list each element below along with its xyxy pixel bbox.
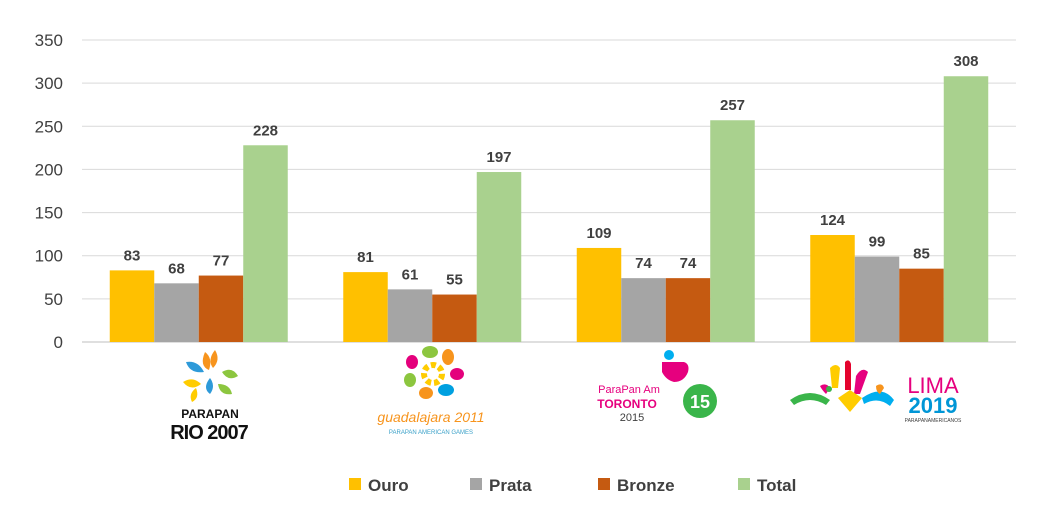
logo-lima-line-2: 2019 [909,393,958,418]
logo-rio-line-1: PARAPAN [181,407,239,421]
bar-prata [387,289,433,342]
logo-guadalajara-line-2: PARAPAN AMERICAN GAMES [389,430,473,436]
logo-rio-line-2: RIO 2007 [170,422,248,444]
bars [109,76,989,343]
bar-bronze [665,278,711,342]
legend-swatch-ouro [349,478,361,490]
data-label-ouro: 109 [586,225,611,242]
lima-figure-emblem-icon [790,360,894,412]
legend-swatch-prata [470,478,482,490]
bar-ouro [109,270,155,342]
y-axis-ticks: 0 50 100 150 200 250 300 350 [35,31,63,352]
logo-toronto-line-1: ParaPan Am [598,384,660,396]
bar-total [710,120,755,342]
bar-bronze [198,275,244,342]
data-label-prata: 99 [869,234,886,251]
bar-total [943,76,989,343]
logo-guadalajara-line-1: guadalajara 2011 [377,409,484,425]
bar-ouro [576,247,622,342]
data-label-bronze: 74 [680,255,697,272]
bar-ouro [810,235,855,342]
y-tick-label: 200 [35,160,63,179]
bar-prata [854,256,900,342]
y-tick-label: 0 [54,333,63,352]
rio-2007-emblem-icon [183,350,238,402]
data-label-bronze: 85 [913,246,930,263]
logo-toronto-line-3: 2015 [620,412,644,424]
lima-2019-logo: LIMA 2019 PARAPANAMERICANOS [790,360,962,424]
data-label-prata: 61 [402,266,419,283]
logo-lima-line-1: LIMA [907,373,959,398]
svg-text:15: 15 [690,392,710,412]
data-label-bronze: 55 [446,272,463,289]
bar-bronze [899,268,944,342]
bar-total [243,145,288,342]
legend-label-ouro: Ouro [368,476,409,495]
data-label-bronze: 77 [213,253,230,270]
y-tick-label: 50 [44,290,63,309]
logo-lima-line-3: PARAPANAMERICANOS [905,418,962,424]
data-label-total: 228 [253,122,278,139]
data-label-total: 257 [720,97,745,114]
bar-bronze [432,294,477,342]
y-tick-label: 150 [35,204,63,223]
parapan-rio-2007-logo: PARAPAN RIO 2007 [170,350,250,444]
bar-prata [621,278,666,342]
legend-swatch-bronze [598,478,610,490]
data-label-prata: 68 [168,260,185,277]
y-tick-label: 350 [35,31,63,50]
y-tick-label: 250 [35,117,63,136]
data-label-prata: 74 [635,255,652,272]
data-label-ouro: 83 [124,247,141,264]
bar-ouro [343,272,388,342]
legend-swatch-total [738,478,750,490]
y-tick-label: 100 [35,247,63,266]
guadalajara-2011-logo: guadalajara 2011 PARAPAN AMERICAN GAMES [377,346,485,436]
data-label-total: 308 [953,53,978,70]
data-labels: 83 68 77 228 81 61 55 197 109 74 74 257 124 99 85 308 [124,53,979,288]
data-label-total: 197 [486,149,511,166]
toronto-pan-am-emblem-icon: 15 [662,350,717,418]
bar-prata [154,283,199,342]
legend-label-prata: Prata [489,476,532,495]
data-label-ouro: 124 [820,212,846,229]
guadalajara-flower-icon [404,346,464,399]
legend-label-bronze: Bronze [617,476,675,495]
logo-toronto-line-2: TORONTO [597,397,657,411]
bar-total [476,172,522,342]
legend-label-total: Total [757,476,796,495]
toronto-2015-logo: 15 ParaPan Am TORONTO 2015 [597,350,717,424]
data-label-ouro: 81 [357,249,374,266]
y-tick-label: 300 [35,74,63,93]
legend: Ouro Prata Bronze Total [349,476,796,495]
